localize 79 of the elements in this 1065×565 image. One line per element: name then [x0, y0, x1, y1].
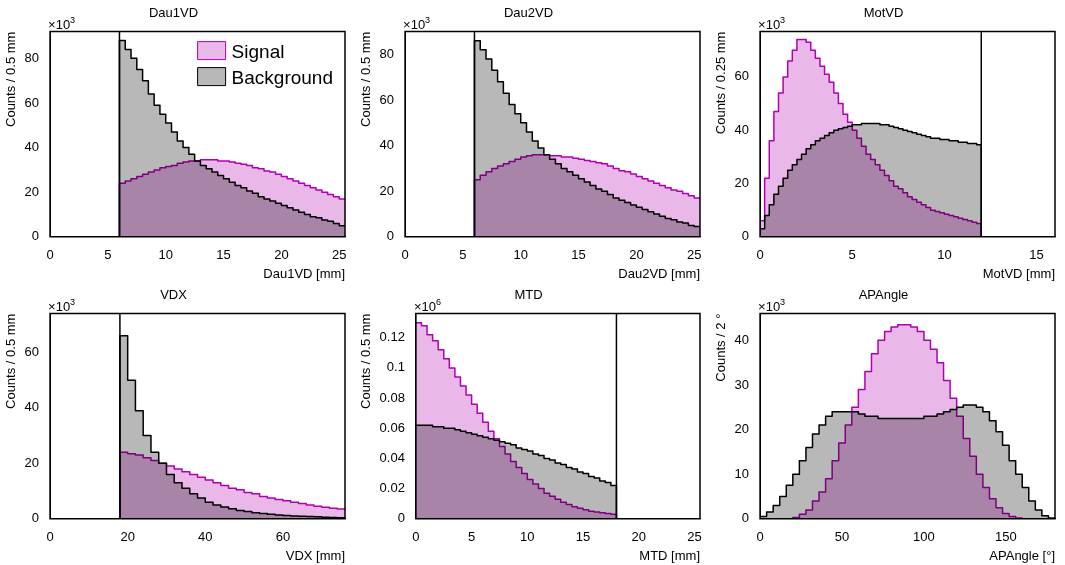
y-tick-label: 0.1 [386, 359, 405, 375]
y-tick-label: 60 [379, 91, 395, 107]
x-tick-label: 150 [994, 529, 1017, 545]
y-tick-label: 10 [734, 465, 750, 481]
x-axis-title: MTD [mm] [639, 547, 700, 563]
y-axis-title: Counts / 0.5 mm [358, 313, 374, 409]
y-tick-label: 40 [734, 121, 750, 137]
y-axis-title: Counts / 0.5 mm [3, 31, 19, 127]
y-tick-label: 40 [379, 137, 395, 153]
x-tick-label: 100 [913, 529, 935, 545]
x-tick-label: 20 [629, 247, 644, 263]
y-tick-label: 0 [741, 510, 750, 526]
x-axis-title: MotVD [mm] [982, 265, 1055, 281]
legend-label: Background [231, 66, 333, 88]
x-tick-label: 25 [331, 247, 347, 263]
x-tick-label: 10 [513, 247, 528, 263]
chart-title: VDX [160, 287, 188, 303]
x-axis-title: Dau2VD [mm] [618, 265, 700, 281]
x-tick-label: 15 [1029, 247, 1044, 263]
x-tick-label: 60 [275, 529, 291, 545]
x-tick-label: 25 [687, 529, 702, 545]
y-tick-label: 0 [31, 228, 40, 244]
x-tick-label: 15 [571, 247, 586, 263]
y-tick-label: 20 [379, 182, 395, 198]
y-tick-label: 80 [379, 45, 395, 61]
y-tick-label: 0 [386, 228, 395, 244]
chart-title: Dau2VD [503, 5, 554, 21]
y-axis-title: Counts / 0.5 mm [358, 31, 374, 127]
chart-title: MotVD [863, 5, 904, 21]
y-tick-label: 0 [397, 510, 405, 526]
y-tick-label: 60 [24, 344, 40, 359]
x-tick-label: 5 [459, 247, 467, 263]
y-tick-label: 40 [734, 331, 750, 347]
x-tick-label: 0 [412, 529, 420, 545]
x-tick-label: 20 [274, 247, 289, 263]
x-tick-label: 15 [575, 529, 591, 545]
x-tick-label: 15 [216, 247, 231, 263]
y-axis-title: Counts / 0.5 mm [3, 313, 19, 409]
x-tick-label: 20 [120, 529, 135, 545]
y-tick-label: 60 [24, 94, 40, 110]
y-axis-title: Counts / 0.25 mm [713, 31, 729, 135]
y-tick-label: 0 [31, 510, 40, 526]
y-tick-label: 0.08 [379, 389, 405, 405]
x-tick-label: 5 [467, 529, 476, 545]
x-tick-label: 20 [631, 529, 646, 545]
y-tick-label: 20 [734, 421, 750, 437]
x-tick-label: 40 [198, 529, 213, 545]
y-axis-title: Counts / 2 ° [713, 313, 729, 382]
x-tick-label: 10 [520, 529, 535, 545]
legend-label: Signal [231, 40, 285, 62]
y-tick-label: 80 [24, 49, 40, 65]
x-tick-label: 5 [848, 247, 856, 263]
y-tick-label: 0.04 [379, 450, 405, 466]
chart-title: APAngle [858, 287, 909, 303]
y-tick-label: 0.06 [379, 419, 405, 435]
x-axis-title: VDX [mm] [285, 547, 345, 563]
y-tick-label: 0 [741, 228, 750, 244]
y-tick-label: 20 [734, 175, 750, 191]
x-tick-label: 0 [46, 529, 54, 545]
y-tick-label: 60 [734, 68, 750, 84]
x-tick-label: 10 [158, 247, 173, 263]
y-tick-label: 30 [734, 376, 750, 392]
x-tick-label: 0 [46, 247, 54, 263]
x-axis-title: APAngle [°] [989, 547, 1055, 563]
y-tick-label: 0.02 [379, 480, 405, 496]
x-tick-label: 50 [834, 529, 850, 545]
x-tick-label: 5 [104, 247, 112, 263]
y-tick-label: 20 [24, 183, 40, 199]
y-tick-label: 40 [24, 139, 40, 155]
y-tick-label: 20 [24, 454, 40, 470]
y-tick-label: 0.12 [379, 329, 405, 345]
chart-title: Dau1VD [148, 5, 199, 21]
x-tick-label: 25 [686, 247, 702, 263]
x-tick-label: 10 [937, 247, 952, 263]
x-axis-title: Dau1VD [mm] [263, 265, 345, 281]
y-tick-label: 40 [24, 399, 40, 415]
x-tick-label: 0 [756, 529, 764, 545]
chart-title: MTD [514, 287, 543, 303]
x-tick-label: 0 [756, 247, 764, 263]
